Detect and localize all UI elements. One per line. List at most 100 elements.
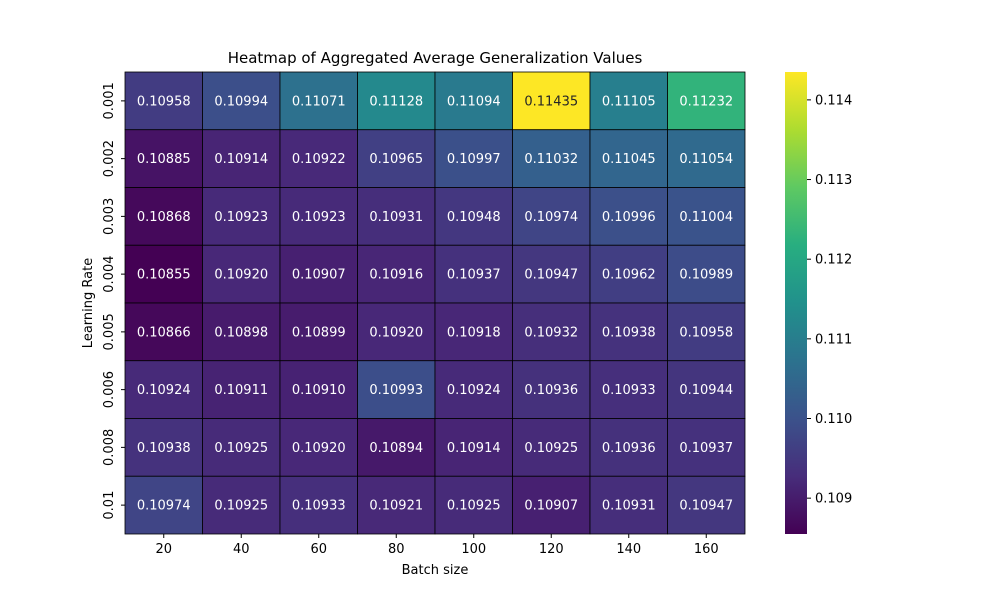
cell-value-label: 0.10868 bbox=[137, 210, 191, 225]
heatmap-cell bbox=[434, 418, 513, 477]
x-tick-label: 160 bbox=[694, 542, 719, 557]
heatmap-cell bbox=[434, 244, 513, 304]
cell-value-label: 0.11105 bbox=[602, 94, 656, 109]
cell-value-label: 0.11032 bbox=[524, 152, 578, 167]
cell-value-label: 0.10920 bbox=[214, 268, 268, 283]
y-axis-label: Learning Rate bbox=[81, 258, 96, 348]
heatmap-cell bbox=[434, 360, 513, 419]
x-axis-ticks: 20 40 60 80 100 120 140 160 bbox=[155, 534, 719, 557]
heatmap-cell bbox=[279, 302, 358, 362]
cell-value-label: 0.11435 bbox=[524, 94, 578, 109]
cell-value-label: 0.11094 bbox=[447, 94, 501, 109]
cell-value-label: 0.10907 bbox=[292, 268, 346, 283]
cell-value-label: 0.11071 bbox=[292, 94, 346, 109]
cell-value-label: 0.10899 bbox=[292, 325, 346, 340]
heatmap-cell bbox=[434, 187, 513, 246]
heatmap-cell bbox=[667, 418, 746, 477]
heatmap-cell bbox=[434, 129, 513, 188]
cell-value-label: 0.10933 bbox=[292, 499, 346, 514]
cell-value-label: 0.10938 bbox=[137, 441, 191, 456]
heatmap-cell bbox=[357, 244, 436, 304]
cell-value-label: 0.11045 bbox=[602, 152, 656, 167]
cell-value-label: 0.10914 bbox=[214, 152, 268, 167]
heatmap-cell bbox=[279, 418, 358, 477]
cell-value-label: 0.10958 bbox=[137, 94, 191, 109]
x-axis-label: Batch size bbox=[402, 563, 469, 578]
heatmap-cell bbox=[279, 360, 358, 419]
colorbar-tick-label: 0.113 bbox=[815, 173, 852, 188]
cell-value-label: 0.10910 bbox=[292, 383, 346, 398]
y-tick-label: 0.008 bbox=[102, 429, 117, 466]
cell-value-label: 0.10931 bbox=[602, 499, 656, 514]
cell-value-label: 0.10974 bbox=[524, 210, 578, 225]
heatmap-cell bbox=[202, 360, 281, 419]
chart-title: Heatmap of Aggregated Average Generaliza… bbox=[228, 49, 643, 67]
heatmap-cell bbox=[279, 71, 358, 131]
cell-value-label: 0.10911 bbox=[214, 383, 268, 398]
heatmap-cell bbox=[434, 302, 513, 362]
heatmap-cell bbox=[667, 187, 746, 246]
cell-value-label: 0.11128 bbox=[369, 94, 423, 109]
colorbar-tick-label: 0.109 bbox=[815, 492, 852, 507]
heatmap-cell bbox=[667, 360, 746, 419]
x-tick-label: 20 bbox=[155, 542, 172, 557]
heatmap-cell bbox=[512, 418, 591, 477]
y-tick-label: 0.004 bbox=[102, 256, 117, 293]
heatmap-cell bbox=[279, 187, 358, 246]
cell-value-label: 0.10866 bbox=[137, 325, 191, 340]
heatmap-cell bbox=[667, 302, 746, 362]
cell-value-label: 0.10989 bbox=[679, 268, 733, 283]
cell-value-label: 0.10925 bbox=[214, 499, 268, 514]
cell-value-label: 0.10898 bbox=[214, 325, 268, 340]
cell-value-label: 0.10920 bbox=[292, 441, 346, 456]
cell-value-label: 0.10938 bbox=[602, 325, 656, 340]
cell-value-label: 0.10894 bbox=[369, 441, 423, 456]
cell-value-label: 0.10937 bbox=[679, 441, 733, 456]
cell-value-label: 0.10948 bbox=[447, 210, 501, 225]
cell-value-label: 0.10914 bbox=[447, 441, 501, 456]
cell-value-label: 0.10923 bbox=[292, 210, 346, 225]
heatmap-cell bbox=[589, 360, 668, 419]
heatmap-cell bbox=[202, 187, 281, 246]
cell-value-label: 0.10993 bbox=[369, 383, 423, 398]
cell-value-label: 0.10918 bbox=[447, 325, 501, 340]
y-tick-label: 0.003 bbox=[102, 198, 117, 235]
x-tick-label: 80 bbox=[388, 542, 405, 557]
heatmap-cell bbox=[279, 244, 358, 304]
cell-value-label: 0.10947 bbox=[524, 268, 578, 283]
y-tick-label: 0.001 bbox=[102, 82, 117, 119]
cell-value-label: 0.10997 bbox=[447, 152, 501, 167]
cell-value-label: 0.10923 bbox=[214, 210, 268, 225]
heatmap-cell bbox=[124, 187, 203, 246]
cell-value-label: 0.10924 bbox=[137, 383, 191, 398]
cell-value-label: 0.10994 bbox=[214, 94, 268, 109]
heatmap-cell bbox=[202, 129, 281, 188]
x-tick-label: 100 bbox=[461, 542, 486, 557]
cell-value-label: 0.10996 bbox=[602, 210, 656, 225]
heatmap-cell bbox=[202, 418, 281, 477]
cell-value-label: 0.10932 bbox=[524, 325, 578, 340]
colorbar bbox=[785, 72, 807, 534]
cell-value-label: 0.10947 bbox=[679, 499, 733, 514]
cell-value-label: 0.10965 bbox=[369, 152, 423, 167]
colorbar-tick-label: 0.110 bbox=[815, 412, 852, 427]
cell-value-label: 0.11004 bbox=[679, 210, 733, 225]
colorbar-tick-label: 0.114 bbox=[815, 93, 852, 108]
cell-value-label: 0.10925 bbox=[447, 499, 501, 514]
heatmap-cell bbox=[667, 71, 746, 131]
cell-value-label: 0.10920 bbox=[369, 325, 423, 340]
cell-value-label: 0.11232 bbox=[679, 94, 733, 109]
cell-value-label: 0.10925 bbox=[214, 441, 268, 456]
heatmap-cell bbox=[589, 244, 668, 304]
heatmap-cell bbox=[589, 418, 668, 477]
y-tick-label: 0.006 bbox=[102, 371, 117, 408]
cell-value-label: 0.10958 bbox=[679, 325, 733, 340]
colorbar-ticks: 0.109 0.110 0.111 0.112 0.113 0.114 bbox=[807, 93, 852, 507]
heatmap-cells: 0.10958 0.10994 0.11071 0.11128 0.11094 0.114… bbox=[124, 71, 746, 535]
heatmap-cell bbox=[512, 129, 591, 188]
cell-value-label: 0.10925 bbox=[524, 441, 578, 456]
y-axis-ticks: 0.001 0.002 0.003 0.004 0.005 0.006 0.008 0.01 bbox=[102, 82, 125, 520]
x-tick-label: 40 bbox=[233, 542, 250, 557]
heatmap-cell bbox=[512, 71, 591, 131]
